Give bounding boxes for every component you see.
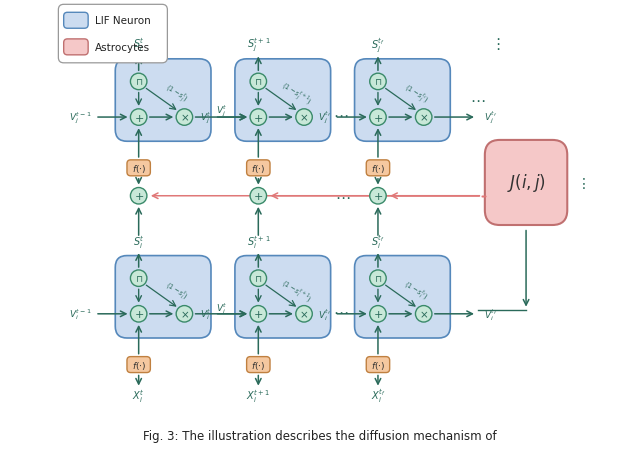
Text: $S_i^t$: $S_i^t$ [132, 233, 145, 250]
FancyBboxPatch shape [366, 357, 390, 373]
Circle shape [250, 306, 266, 322]
Text: $(1-s_j^t)$: $(1-s_j^t)$ [162, 81, 191, 106]
FancyBboxPatch shape [485, 141, 567, 226]
Text: $S_i^{t+1}$: $S_i^{t+1}$ [246, 233, 270, 250]
FancyBboxPatch shape [246, 357, 270, 373]
Text: $S_j^{t_f}$: $S_j^{t_f}$ [371, 36, 385, 55]
Text: $J(i,j)$: $J(i,j)$ [507, 172, 545, 194]
Circle shape [131, 270, 147, 287]
Text: $f(\cdot)$: $f(\cdot)$ [132, 162, 146, 175]
Circle shape [370, 306, 386, 322]
Text: $V_j^{t_f}$: $V_j^{t_f}$ [317, 110, 331, 126]
FancyBboxPatch shape [64, 13, 88, 29]
Text: $f(\cdot)$: $f(\cdot)$ [251, 162, 266, 175]
Text: $V_i^{t-1}$: $V_i^{t-1}$ [69, 307, 92, 322]
FancyBboxPatch shape [235, 60, 331, 142]
Text: $S_j^{t+1}$: $S_j^{t+1}$ [246, 37, 270, 54]
Text: $\times$: $\times$ [180, 309, 189, 319]
Circle shape [250, 110, 266, 126]
Circle shape [370, 188, 386, 205]
Circle shape [131, 110, 147, 126]
Text: $f(\cdot)$: $f(\cdot)$ [132, 359, 146, 371]
Text: $+$: $+$ [253, 191, 264, 202]
Text: $\cdots$: $\cdots$ [333, 304, 349, 318]
Circle shape [370, 270, 386, 287]
FancyBboxPatch shape [127, 161, 150, 176]
Text: $V_i^{t_f}$: $V_i^{t_f}$ [484, 306, 497, 322]
Text: $\cdots$: $\cdots$ [335, 189, 350, 204]
FancyBboxPatch shape [115, 256, 211, 338]
Text: $V_j^{t-1}$: $V_j^{t-1}$ [69, 110, 92, 125]
Text: $X_i^t$: $X_i^t$ [132, 387, 145, 404]
Text: $(1-s_j^{t+1})$: $(1-s_j^{t+1})$ [278, 78, 314, 109]
Text: $+$: $+$ [253, 308, 264, 320]
Text: $\vdots$: $\vdots$ [490, 36, 500, 52]
Text: $V_i^{t_f}$: $V_i^{t_f}$ [317, 306, 331, 322]
Text: $\times$: $\times$ [300, 309, 308, 319]
Text: $(1-s_i^t)$: $(1-s_i^t)$ [163, 278, 190, 302]
Circle shape [176, 306, 193, 322]
Text: $+$: $+$ [373, 308, 383, 320]
Circle shape [131, 306, 147, 322]
Text: $\sqcap$: $\sqcap$ [134, 274, 143, 283]
Text: $\vdots$: $\vdots$ [576, 175, 586, 190]
Circle shape [131, 74, 147, 91]
FancyBboxPatch shape [64, 40, 88, 56]
Text: $\times$: $\times$ [419, 309, 428, 319]
Text: $S_j^t$: $S_j^t$ [132, 37, 145, 54]
Text: $+$: $+$ [134, 191, 144, 202]
Text: $\cdots$: $\cdots$ [470, 92, 486, 107]
Text: LIF Neuron: LIF Neuron [95, 16, 150, 26]
Text: $+$: $+$ [134, 112, 144, 123]
Circle shape [250, 270, 266, 287]
Text: $V_j^t$: $V_j^t$ [200, 110, 212, 125]
Text: $+$: $+$ [134, 308, 144, 320]
Text: $f(\cdot)$: $f(\cdot)$ [371, 162, 385, 175]
Circle shape [176, 110, 193, 126]
Circle shape [415, 110, 432, 126]
Circle shape [415, 306, 432, 322]
FancyBboxPatch shape [366, 161, 390, 176]
Text: $\sqcap$: $\sqcap$ [374, 78, 382, 87]
Text: Astrocytes: Astrocytes [95, 43, 150, 53]
Text: $f(\cdot)$: $f(\cdot)$ [251, 359, 266, 371]
Text: $f(\cdot)$: $f(\cdot)$ [371, 359, 385, 371]
Text: $X_i^{t_f}$: $X_i^{t_f}$ [371, 387, 385, 405]
FancyBboxPatch shape [115, 60, 211, 142]
FancyBboxPatch shape [235, 256, 331, 338]
Circle shape [296, 110, 312, 126]
Circle shape [250, 74, 266, 91]
FancyBboxPatch shape [58, 5, 168, 64]
FancyBboxPatch shape [127, 357, 150, 373]
Text: $V_j^t$: $V_j^t$ [216, 104, 227, 119]
Text: $\times$: $\times$ [180, 113, 189, 123]
Circle shape [131, 188, 147, 205]
Text: $\sqcap$: $\sqcap$ [134, 78, 143, 87]
Text: $\sqcap$: $\sqcap$ [254, 78, 262, 87]
Text: $X_i^{t+1}$: $X_i^{t+1}$ [246, 387, 271, 404]
Text: $(1-s_i^{t_f})$: $(1-s_i^{t_f})$ [401, 277, 430, 303]
Text: $S_i^{t_f}$: $S_i^{t_f}$ [371, 233, 385, 250]
Text: $\times$: $\times$ [300, 113, 308, 123]
Text: $\cdots$: $\cdots$ [333, 107, 349, 122]
Text: $(1-s_i^{t+1})$: $(1-s_i^{t+1})$ [278, 276, 314, 304]
Circle shape [296, 306, 312, 322]
Text: Fig. 3: The illustration describes the diffusion mechanism of: Fig. 3: The illustration describes the d… [143, 428, 497, 442]
Text: $\sqcap$: $\sqcap$ [374, 274, 382, 283]
FancyBboxPatch shape [355, 60, 451, 142]
Circle shape [250, 188, 266, 205]
Text: $\times$: $\times$ [419, 113, 428, 123]
Text: $+$: $+$ [373, 191, 383, 202]
Text: $+$: $+$ [373, 112, 383, 123]
FancyBboxPatch shape [355, 256, 451, 338]
Text: $V_i^t$: $V_i^t$ [216, 300, 227, 315]
Text: $+$: $+$ [253, 112, 264, 123]
Text: $\sqcap$: $\sqcap$ [254, 274, 262, 283]
Text: $V_j^{t_f}$: $V_j^{t_f}$ [484, 110, 497, 126]
Circle shape [370, 74, 386, 91]
Text: $V_i^t$: $V_i^t$ [200, 307, 212, 322]
Text: $(1-s_j^{t_f})$: $(1-s_j^{t_f})$ [401, 80, 431, 107]
FancyBboxPatch shape [246, 161, 270, 176]
Circle shape [370, 110, 386, 126]
